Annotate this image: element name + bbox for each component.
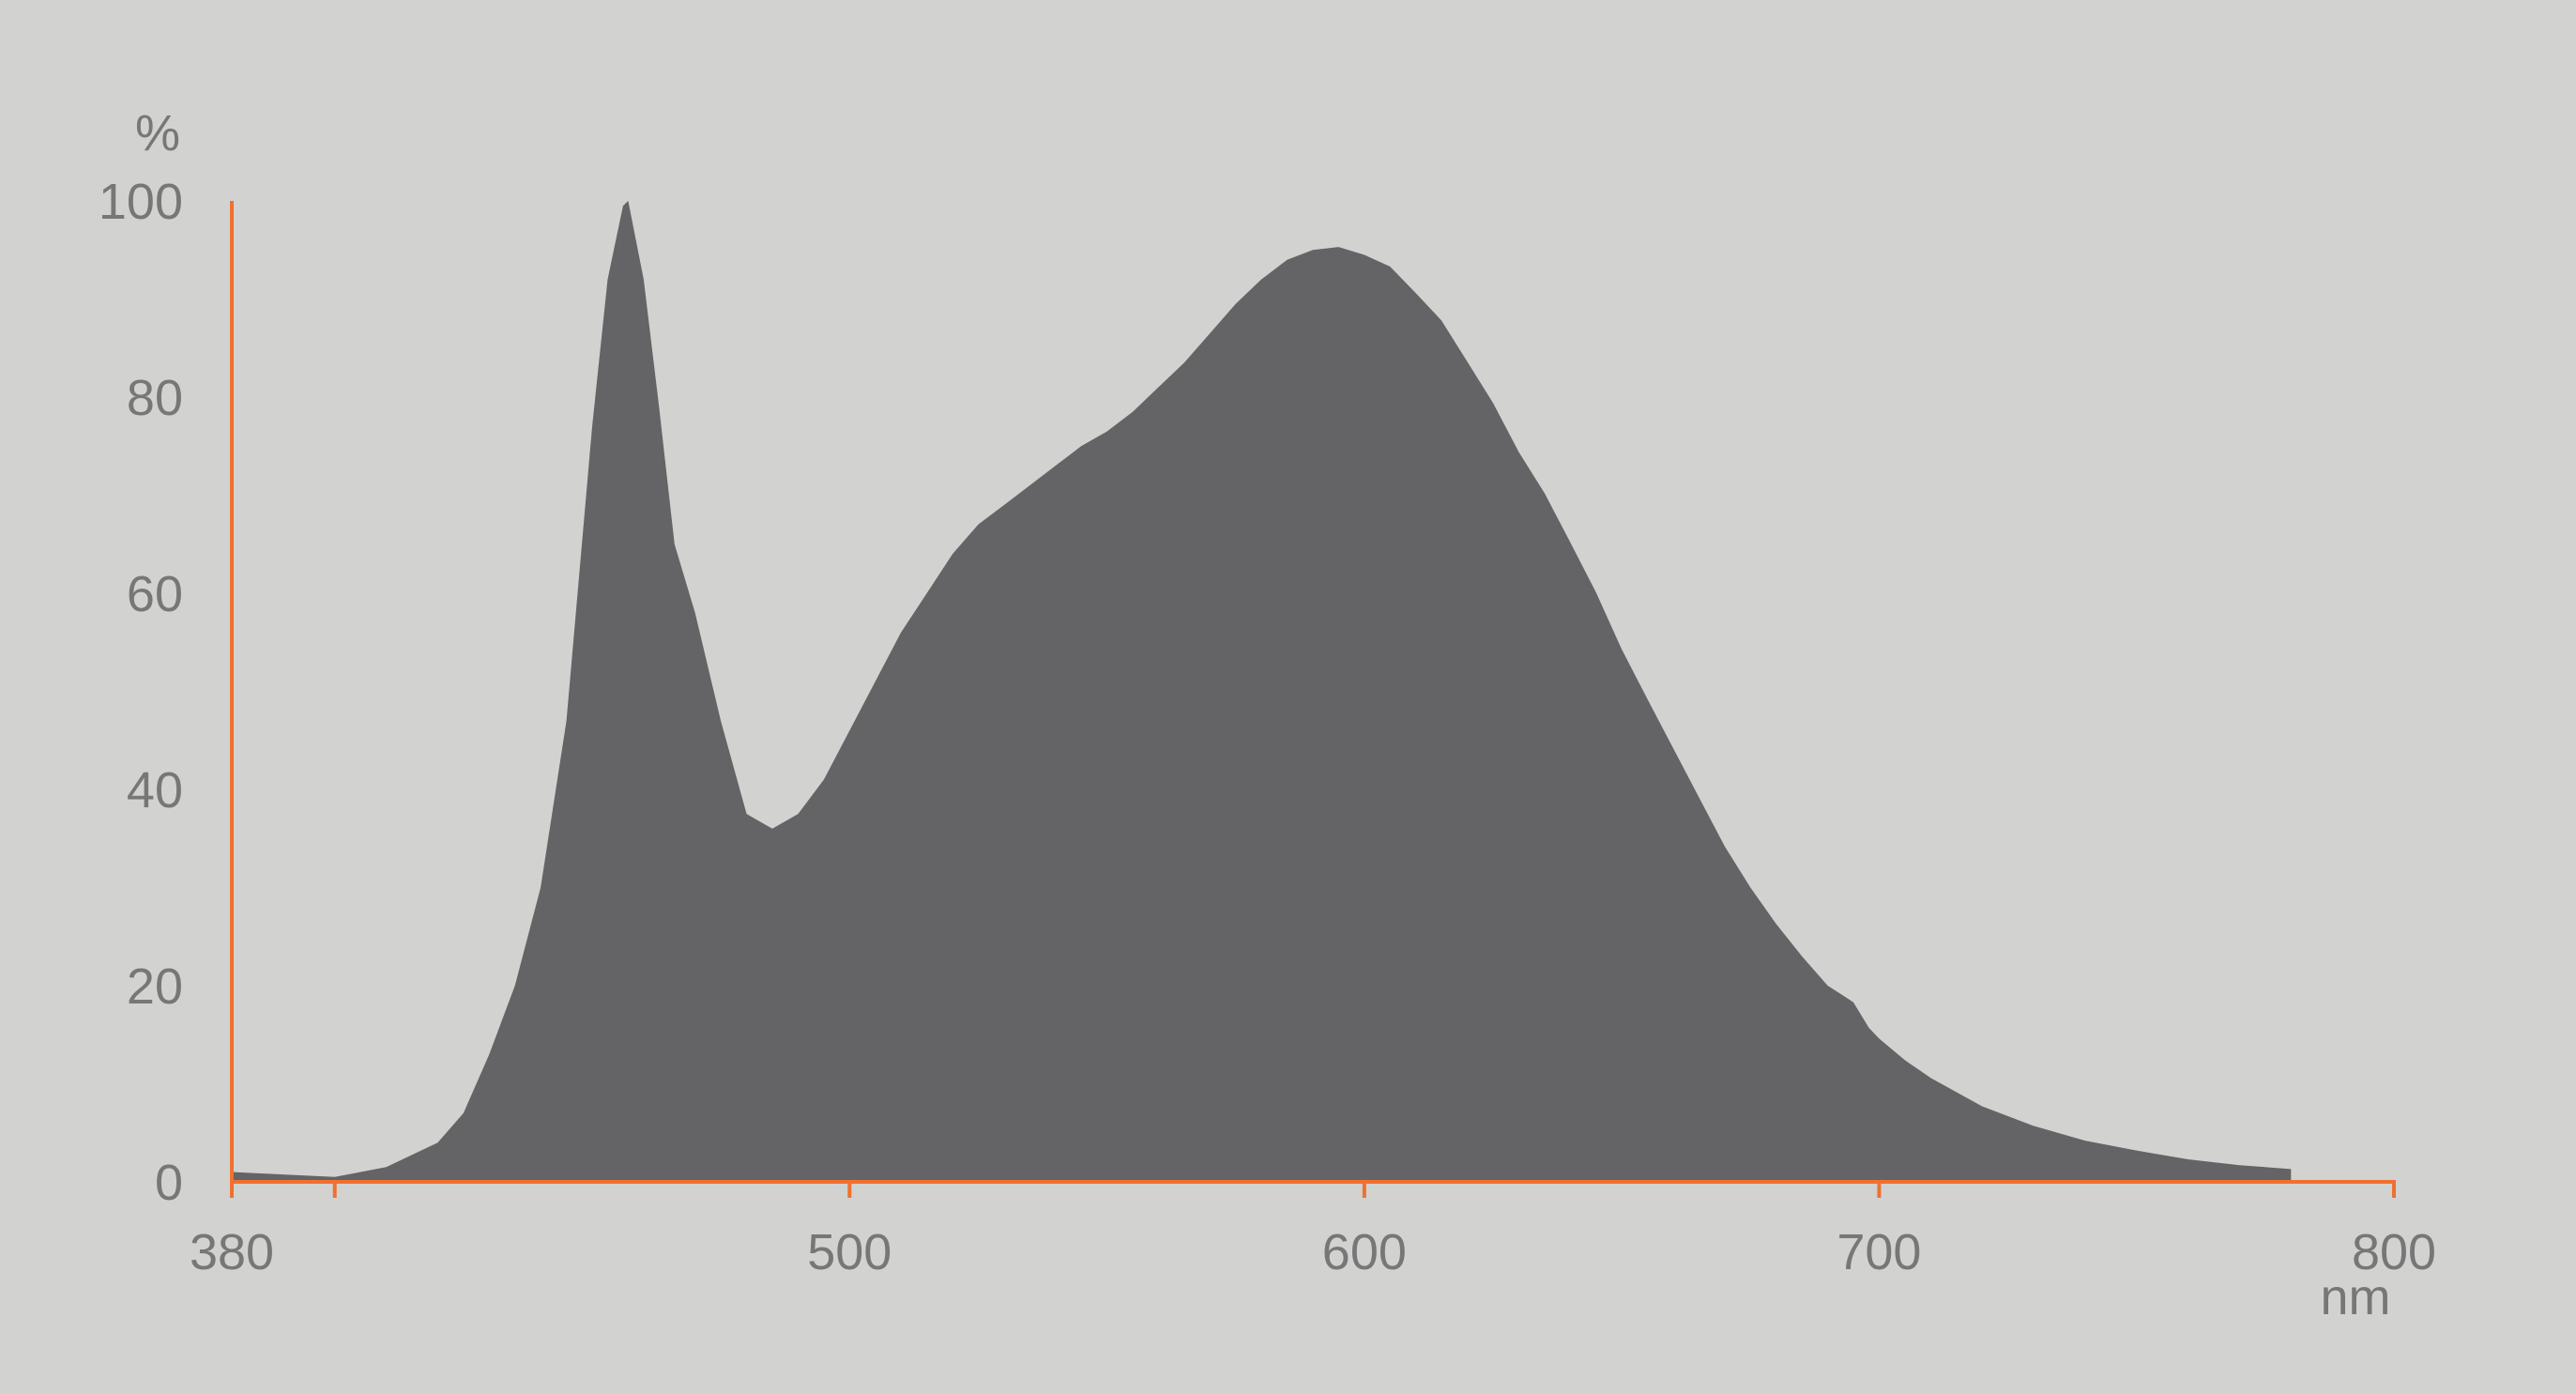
x-tick-label: 380: [190, 1224, 274, 1280]
y-tick-label: 80: [127, 370, 183, 426]
x-tick-label: 800: [2352, 1224, 2436, 1280]
axes: [230, 201, 2396, 1198]
y-axis-label: %: [135, 105, 180, 161]
y-tick-label: 100: [99, 174, 183, 230]
spectrum-area: [232, 201, 2292, 1182]
x-tick-label: 700: [1837, 1224, 1921, 1280]
x-axis-label: nm: [2320, 1269, 2390, 1325]
x-tick-label: 600: [1322, 1224, 1407, 1280]
x-tick-label: 500: [807, 1224, 892, 1280]
y-tick-label: 40: [127, 762, 183, 819]
y-tick-label: 60: [127, 566, 183, 622]
y-tick-label: 20: [127, 958, 183, 1015]
y-tick-label: 0: [155, 1155, 183, 1211]
